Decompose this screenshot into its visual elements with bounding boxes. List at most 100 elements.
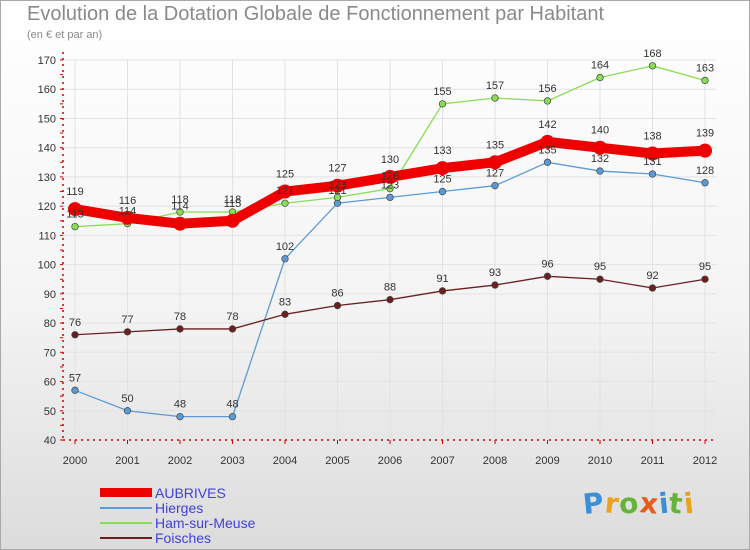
y-tick-label: 60 xyxy=(44,377,56,389)
data-label-ham-sur-meuse: 118 xyxy=(224,194,242,206)
data-label-aubrives: 139 xyxy=(696,128,714,140)
data-label-hierges: 48 xyxy=(226,399,238,411)
data-point-ham-sur-meuse xyxy=(438,100,447,108)
legend-swatch-ham-sur-meuse xyxy=(100,522,152,524)
data-label-foisches: 76 xyxy=(69,317,81,329)
data-label-ham-sur-meuse: 157 xyxy=(486,80,504,92)
y-tick-label: 140 xyxy=(38,143,56,155)
data-point-foisches xyxy=(333,301,342,310)
data-point-ham-sur-meuse xyxy=(333,193,342,202)
data-point-aubrives xyxy=(698,143,712,158)
y-tick-label: 90 xyxy=(44,289,56,301)
data-label-foisches: 77 xyxy=(121,314,133,326)
x-tick-label: 2011 xyxy=(641,455,665,467)
data-label-hierges: 127 xyxy=(486,168,504,180)
series-hierges xyxy=(71,158,709,421)
data-label-foisches: 91 xyxy=(436,273,448,285)
data-label-foisches: 78 xyxy=(174,311,186,323)
data-label-aubrives: 116 xyxy=(119,195,137,207)
data-point-foisches xyxy=(123,328,132,336)
x-tick-label: 2004 xyxy=(273,455,297,467)
data-label-foisches: 78 xyxy=(226,311,238,323)
data-point-hierges xyxy=(543,158,552,166)
data-label-ham-sur-meuse: 123 xyxy=(328,179,346,191)
data-label-hierges: 121 xyxy=(328,185,346,197)
data-point-hierges xyxy=(648,170,657,178)
data-label-ham-sur-meuse: 155 xyxy=(433,86,451,98)
data-label-aubrives: 133 xyxy=(433,145,451,157)
data-label-ham-sur-meuse: 118 xyxy=(171,194,189,206)
data-point-aubrives xyxy=(278,184,292,199)
axes: 40 50 60 70 80 90 100 110 120 130 140 150 160 170 2000… xyxy=(38,52,717,467)
data-point-foisches xyxy=(648,284,657,292)
legend-label-foisches: Foisches xyxy=(155,530,212,546)
data-label-hierges: 132 xyxy=(591,153,609,165)
chart-subtitle: (en € et par an) xyxy=(27,29,103,41)
data-point-hierges xyxy=(228,412,237,421)
x-tick-label: 2009 xyxy=(535,455,559,467)
data-point-ham-sur-meuse xyxy=(701,76,709,85)
data-point-aubrives xyxy=(225,213,240,228)
data-point-foisches xyxy=(71,331,79,339)
data-point-aubrives xyxy=(173,216,187,231)
data-label-ham-sur-meuse: 126 xyxy=(381,171,399,183)
data-label-foisches: 95 xyxy=(594,261,606,273)
data-point-ham-sur-meuse xyxy=(543,97,552,105)
data-label-aubrives: 119 xyxy=(66,186,84,198)
data-point-aubrives xyxy=(330,178,345,193)
series-foisches xyxy=(71,272,709,339)
data-label-ham-sur-meuse: 113 xyxy=(66,209,84,221)
y-tick-label: 70 xyxy=(44,347,56,359)
x-tick-label: 2006 xyxy=(378,455,402,467)
data-point-foisches xyxy=(176,325,184,333)
data-point-ham-sur-meuse xyxy=(491,94,499,102)
x-tick-label: 2000 xyxy=(63,455,87,467)
data-label-hierges: 131 xyxy=(643,156,661,168)
y-tick-label: 100 xyxy=(38,260,56,272)
x-tick-label: 2010 xyxy=(588,455,612,467)
data-point-hierges xyxy=(123,407,132,415)
y-tick-label: 80 xyxy=(44,318,56,330)
x-tick-label: 2007 xyxy=(430,455,454,467)
data-label-hierges: 135 xyxy=(538,144,556,156)
data-point-foisches xyxy=(543,272,552,280)
y-tick-label: 120 xyxy=(38,201,56,213)
data-point-ham-sur-meuse xyxy=(386,184,394,193)
grid xyxy=(63,59,716,441)
data-label-foisches: 88 xyxy=(384,282,396,294)
data-point-aubrives xyxy=(593,140,607,155)
data-point-foisches xyxy=(281,310,289,318)
legend-swatch-foisches xyxy=(100,537,152,539)
data-label-aubrives: 125 xyxy=(276,169,294,181)
data-point-ham-sur-meuse xyxy=(596,73,604,82)
data-label-aubrives: 135 xyxy=(486,139,504,151)
chart-title: Evolution de la Dotation Globale de Fonc… xyxy=(27,3,605,25)
data-label-hierges: 50 xyxy=(121,393,133,405)
logo-letter: i xyxy=(681,486,696,521)
data-point-ham-sur-meuse xyxy=(281,199,289,207)
x-tick-label: 2001 xyxy=(115,455,139,467)
y-tick-label: 110 xyxy=(38,230,56,242)
data-point-hierges xyxy=(701,179,709,187)
data-label-ham-sur-meuse: 114 xyxy=(119,206,137,218)
y-tick-label: 160 xyxy=(38,84,56,96)
y-tick-label: 130 xyxy=(38,172,56,184)
data-label-aubrives: 138 xyxy=(643,131,661,143)
data-label-aubrives: 130 xyxy=(381,154,399,166)
y-tick-label: 170 xyxy=(38,55,56,67)
y-tick-label: 150 xyxy=(38,113,56,125)
legend-swatch-hierges xyxy=(100,507,152,509)
data-point-aubrives xyxy=(645,146,660,161)
data-point-hierges xyxy=(71,386,79,394)
data-point-foisches xyxy=(438,287,447,295)
series-aubrives xyxy=(68,134,712,231)
y-tick-label: 40 xyxy=(44,435,56,447)
x-tick-label: 2002 xyxy=(168,455,192,467)
legend-label-ham-sur-meuse: Ham-sur-Meuse xyxy=(155,515,256,531)
data-label-foisches: 96 xyxy=(541,258,553,270)
data-label-ham-sur-meuse: 163 xyxy=(696,62,714,74)
data-point-aubrives xyxy=(383,169,397,184)
data-label-ham-sur-meuse: 121 xyxy=(276,185,294,197)
